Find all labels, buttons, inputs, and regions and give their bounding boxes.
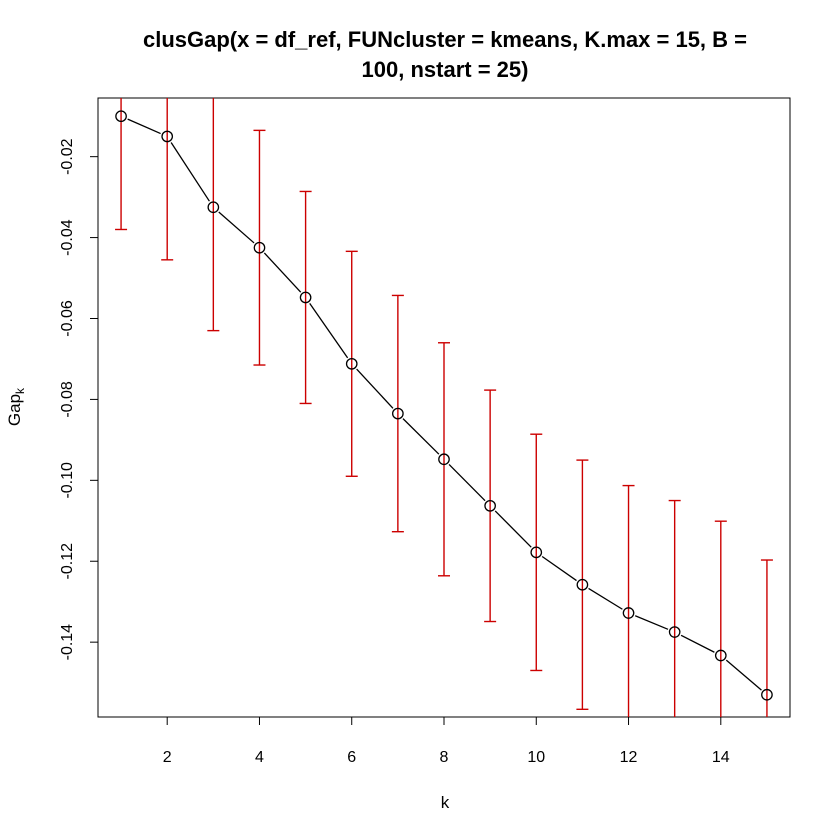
error-bar	[576, 459, 589, 711]
error-bar	[530, 433, 543, 672]
y-axis: -0.02 -0.04 -0.06 -0.08 -0.10 -0.12 -0.14	[59, 138, 99, 661]
gap-line-segment	[218, 211, 255, 244]
x-tick-label: 4	[255, 749, 264, 766]
error-bar	[299, 190, 312, 405]
x-tick-label: 2	[163, 749, 172, 766]
y-tick-label: -0.06	[59, 300, 76, 337]
error-bars	[115, 98, 773, 717]
gap-line-segment	[588, 587, 623, 610]
gap-line-segment	[725, 659, 762, 691]
gap-line-segment	[448, 463, 486, 502]
error-bar	[760, 559, 773, 717]
error-bar	[115, 98, 128, 231]
y-tick-label: -0.04	[59, 219, 76, 256]
chart-title-line-2: 100, nstart = 25)	[362, 57, 529, 82]
gap-line-segment	[127, 118, 161, 135]
gap-point	[345, 357, 358, 370]
gap-point	[253, 241, 266, 254]
x-tick-label: 12	[620, 749, 638, 766]
gap-line-segment	[263, 252, 302, 293]
error-bar	[714, 520, 727, 717]
y-axis-label: Gapk	[5, 387, 27, 426]
gap-point	[161, 130, 174, 143]
error-bar	[345, 250, 358, 477]
gap-point	[714, 649, 727, 662]
gap-point	[530, 546, 543, 559]
gap-point	[668, 626, 681, 638]
gap-point	[392, 407, 404, 420]
error-bar	[438, 342, 450, 577]
gap-points	[115, 110, 773, 701]
error-bar	[484, 389, 497, 623]
plot-area	[115, 98, 773, 717]
x-tick-label: 8	[440, 749, 449, 766]
y-tick-label: -0.14	[59, 624, 76, 661]
error-bar	[391, 294, 404, 533]
error-bar	[253, 129, 266, 366]
y-axis-label-subscript: k	[13, 387, 27, 394]
gap-point	[438, 453, 450, 466]
y-tick-label: -0.02	[59, 138, 76, 175]
gap-line-segment	[541, 555, 577, 582]
x-axis-label: k	[441, 793, 450, 812]
gap-point	[622, 607, 635, 619]
gap-point	[115, 110, 127, 123]
y-tick-label: -0.08	[59, 381, 76, 418]
gap-line-segment	[680, 634, 715, 653]
error-bar	[161, 98, 174, 261]
y-tick-label: -0.10	[59, 462, 76, 499]
x-tick-label: 6	[347, 749, 356, 766]
gap-point	[576, 578, 589, 591]
error-bar	[668, 499, 681, 717]
error-bar	[622, 484, 635, 717]
gap-point	[207, 201, 220, 214]
error-bar	[207, 98, 220, 332]
gap-line-segment	[356, 368, 394, 409]
gap-point	[484, 499, 496, 512]
gap-line-segment	[402, 418, 440, 455]
gap-line	[127, 118, 762, 691]
chart-title-line-1: clusGap(x = df_ref, FUNcluster = kmeans,…	[143, 27, 747, 52]
gap-line-segment	[170, 142, 210, 202]
x-axis: 2 4 6 8 10 12 14	[163, 716, 730, 766]
gap-line-segment	[634, 615, 669, 630]
gap-point	[761, 688, 773, 701]
x-tick-label: 14	[712, 749, 730, 766]
gap-line-segment	[494, 510, 532, 548]
gap-line-segment	[309, 302, 349, 359]
y-tick-label: -0.12	[59, 543, 76, 580]
gap-point	[299, 291, 312, 304]
x-tick-label: 10	[527, 749, 545, 766]
y-axis-label-main: Gap	[5, 394, 24, 426]
